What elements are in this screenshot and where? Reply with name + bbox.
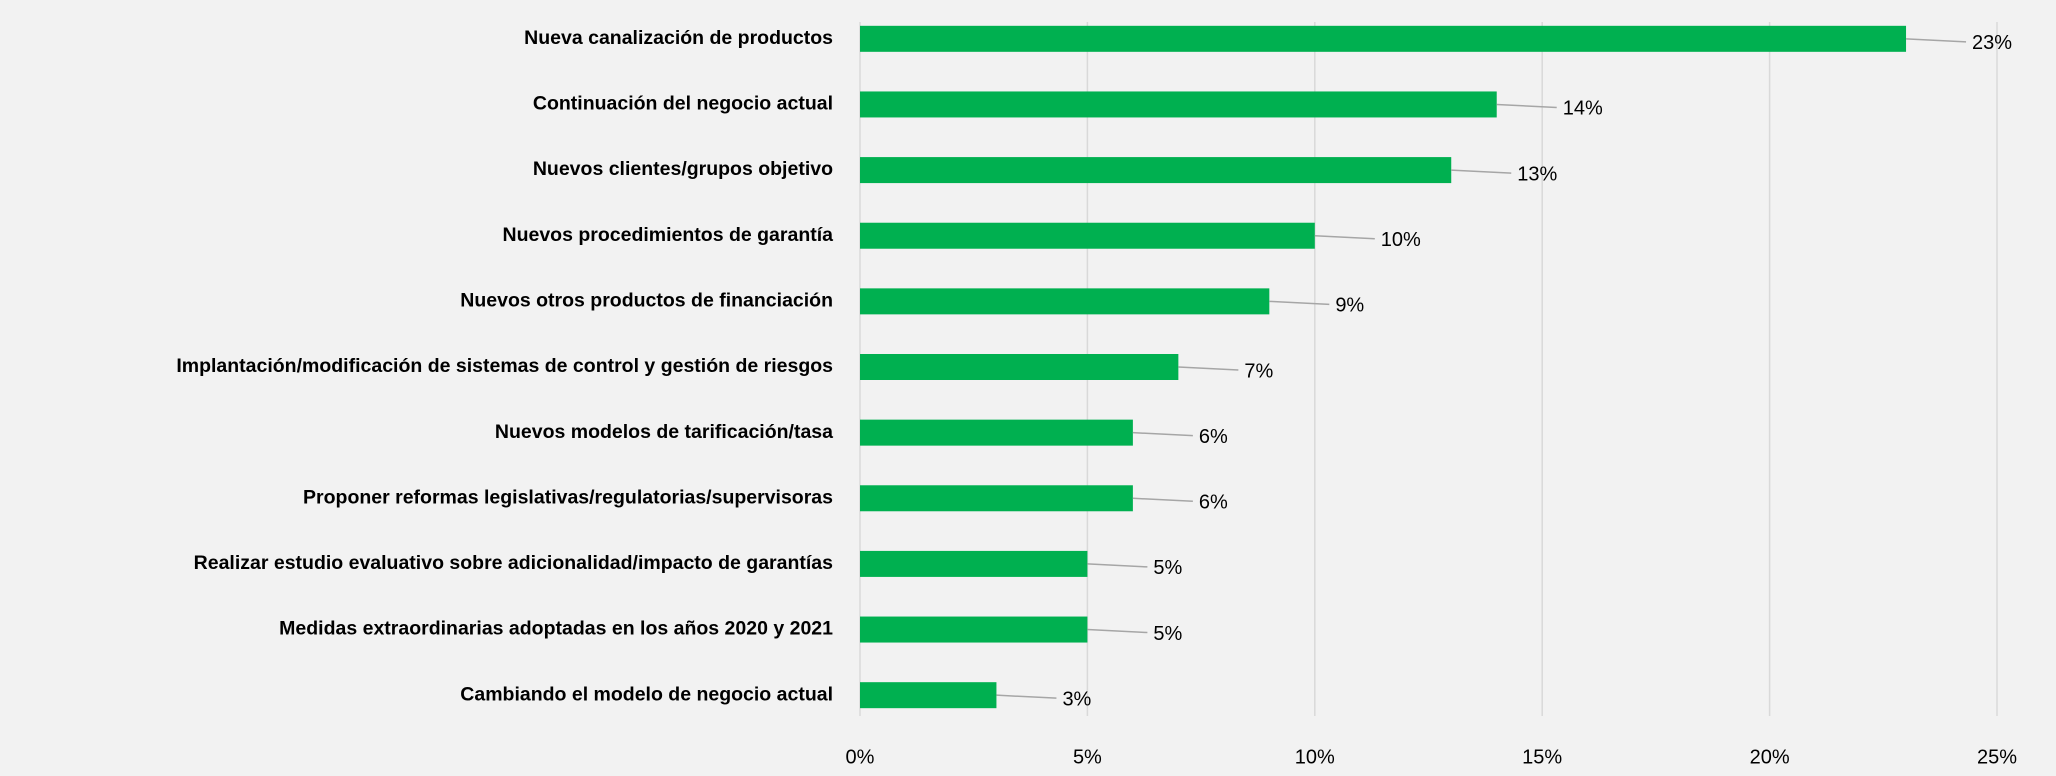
bar — [860, 419, 1133, 446]
y-tick-label: Cambiando el modelo de negocio actual — [460, 683, 833, 705]
leader-line — [1178, 366, 1239, 371]
x-tick-label: 10% — [1295, 746, 1335, 768]
data-label: 6% — [1199, 426, 1228, 448]
data-label: 14% — [1563, 98, 1603, 120]
leader-line — [1132, 431, 1193, 437]
y-tick-label: Nuevos procedimientos de garantía — [502, 224, 833, 246]
x-tick-label: 15% — [1522, 746, 1562, 768]
leader-line — [1087, 563, 1148, 568]
y-tick-label: Nuevos clientes/grupos objetivo — [533, 158, 833, 180]
leader-line — [1314, 234, 1375, 240]
data-label: 7% — [1244, 360, 1273, 382]
y-tick-label: Nuevos modelos de tarificación/tasa — [495, 421, 833, 443]
bar — [860, 288, 1270, 315]
leader-line — [996, 694, 1057, 699]
x-tick-label: 0% — [846, 746, 875, 768]
y-tick-label: Realizar estudio evaluativo sobre adicio… — [194, 552, 834, 574]
bar — [860, 354, 1179, 380]
bar — [860, 616, 1088, 643]
bar — [860, 682, 997, 709]
leader-line — [1496, 103, 1557, 109]
y-tick-label: Medidas extraordinarias adoptadas en los… — [279, 618, 833, 640]
bar — [860, 550, 1088, 577]
x-tick-label: 20% — [1750, 746, 1790, 768]
data-label: 9% — [1335, 295, 1364, 317]
y-tick-label: Continuación del negocio actual — [533, 93, 833, 115]
data-label: 3% — [1062, 688, 1091, 710]
data-label: 6% — [1199, 492, 1228, 514]
bar — [860, 222, 1315, 249]
data-label: 5% — [1153, 557, 1182, 579]
leader-line — [1269, 300, 1330, 306]
leader-line — [1132, 497, 1193, 503]
bar — [860, 91, 1497, 118]
data-label: 13% — [1517, 163, 1557, 185]
y-tick-label: Nueva canalización de productos — [524, 27, 833, 49]
bar — [860, 25, 1907, 52]
x-tick-label: 5% — [1073, 746, 1102, 768]
y-tick-label: Implantación/modificación de sistemas de… — [176, 355, 833, 377]
data-label: 23% — [1972, 32, 2012, 54]
data-label: 10% — [1381, 229, 1421, 251]
bar — [860, 485, 1133, 512]
leader-line — [1087, 628, 1148, 634]
bar — [860, 157, 1452, 184]
x-tick-label: 25% — [1977, 746, 2017, 768]
leader-line — [1451, 169, 1512, 174]
y-tick-label: Nuevos otros productos de financiación — [460, 290, 833, 312]
leader-line — [1906, 38, 1967, 43]
data-label: 5% — [1153, 623, 1182, 645]
y-tick-label: Proponer reformas legislativas/regulator… — [303, 486, 833, 508]
